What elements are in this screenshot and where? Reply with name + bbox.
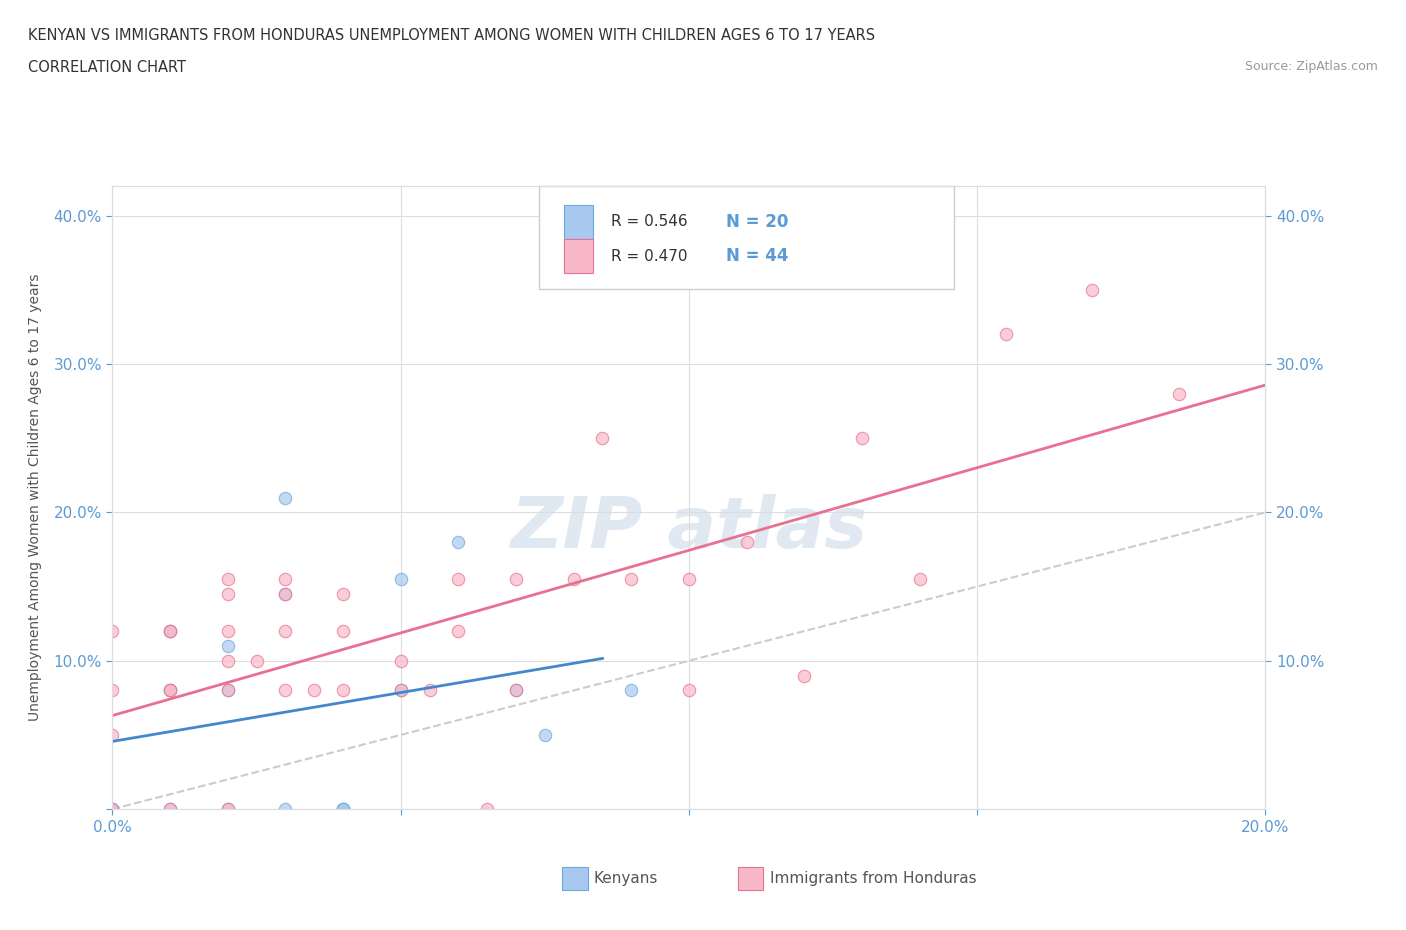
Kenyans	[159, 683, 181, 698]
Kenyans	[217, 683, 239, 698]
Kenyans	[534, 727, 557, 742]
Immigrants from Honduras	[159, 624, 181, 639]
Kenyans	[389, 572, 412, 587]
Kenyans	[101, 802, 124, 817]
Immigrants from Honduras	[274, 624, 297, 639]
Y-axis label: Unemployment Among Women with Children Ages 6 to 17 years: Unemployment Among Women with Children A…	[28, 273, 42, 722]
Immigrants from Honduras	[793, 668, 815, 683]
Kenyans	[274, 802, 297, 817]
Immigrants from Honduras	[101, 624, 124, 639]
Text: Kenyans: Kenyans	[593, 871, 658, 886]
Immigrants from Honduras	[217, 572, 239, 587]
FancyBboxPatch shape	[564, 205, 593, 239]
Immigrants from Honduras	[475, 802, 499, 817]
Immigrants from Honduras	[1167, 386, 1189, 401]
Immigrants from Honduras	[447, 624, 470, 639]
Immigrants from Honduras	[246, 653, 269, 668]
Immigrants from Honduras	[851, 431, 873, 445]
Immigrants from Honduras	[735, 535, 758, 550]
Immigrants from Honduras	[217, 653, 239, 668]
Immigrants from Honduras	[274, 683, 297, 698]
Immigrants from Honduras	[217, 587, 239, 602]
Immigrants from Honduras	[101, 802, 124, 817]
Kenyans	[332, 802, 354, 817]
Kenyans	[389, 683, 412, 698]
Immigrants from Honduras	[505, 683, 527, 698]
Immigrants from Honduras	[217, 683, 239, 698]
Immigrants from Honduras	[274, 587, 297, 602]
Immigrants from Honduras	[678, 572, 700, 587]
Immigrants from Honduras	[620, 572, 643, 587]
Immigrants from Honduras	[419, 683, 441, 698]
FancyBboxPatch shape	[538, 186, 955, 289]
Immigrants from Honduras	[592, 431, 614, 445]
Kenyans	[159, 802, 181, 817]
Text: N = 44: N = 44	[725, 247, 789, 265]
Kenyans	[447, 535, 470, 550]
Immigrants from Honduras	[447, 572, 470, 587]
Immigrants from Honduras	[678, 683, 700, 698]
Immigrants from Honduras	[101, 683, 124, 698]
Immigrants from Honduras	[332, 587, 354, 602]
Kenyans	[505, 683, 527, 698]
Text: CORRELATION CHART: CORRELATION CHART	[28, 60, 186, 75]
Text: ZIP atlas: ZIP atlas	[510, 494, 868, 564]
Immigrants from Honduras	[274, 572, 297, 587]
Kenyans	[101, 802, 124, 817]
Immigrants from Honduras	[159, 624, 181, 639]
Kenyans	[332, 802, 354, 817]
Text: R = 0.546: R = 0.546	[610, 214, 688, 230]
Kenyans	[274, 490, 297, 505]
Immigrants from Honduras	[332, 683, 354, 698]
Immigrants from Honduras	[505, 572, 527, 587]
Immigrants from Honduras	[159, 683, 181, 698]
Immigrants from Honduras	[562, 572, 585, 587]
Immigrants from Honduras	[217, 624, 239, 639]
Text: N = 20: N = 20	[725, 213, 789, 231]
Immigrants from Honduras	[1081, 283, 1104, 298]
FancyBboxPatch shape	[564, 239, 593, 273]
Kenyans	[332, 802, 354, 817]
Text: R = 0.470: R = 0.470	[610, 248, 688, 263]
Kenyans	[217, 802, 239, 817]
Text: KENYAN VS IMMIGRANTS FROM HONDURAS UNEMPLOYMENT AMONG WOMEN WITH CHILDREN AGES 6: KENYAN VS IMMIGRANTS FROM HONDURAS UNEMP…	[28, 28, 876, 43]
Immigrants from Honduras	[217, 802, 239, 817]
Immigrants from Honduras	[101, 727, 124, 742]
Immigrants from Honduras	[995, 327, 1018, 342]
Immigrants from Honduras	[389, 653, 412, 668]
Kenyans	[274, 587, 297, 602]
Kenyans	[159, 624, 181, 639]
Immigrants from Honduras	[159, 802, 181, 817]
Kenyans	[620, 683, 643, 698]
Immigrants from Honduras	[159, 683, 181, 698]
Immigrants from Honduras	[389, 683, 412, 698]
Immigrants from Honduras	[908, 572, 931, 587]
Immigrants from Honduras	[332, 624, 354, 639]
Kenyans	[217, 639, 239, 654]
Text: Immigrants from Honduras: Immigrants from Honduras	[770, 871, 977, 886]
Text: Source: ZipAtlas.com: Source: ZipAtlas.com	[1244, 60, 1378, 73]
Immigrants from Honduras	[304, 683, 326, 698]
